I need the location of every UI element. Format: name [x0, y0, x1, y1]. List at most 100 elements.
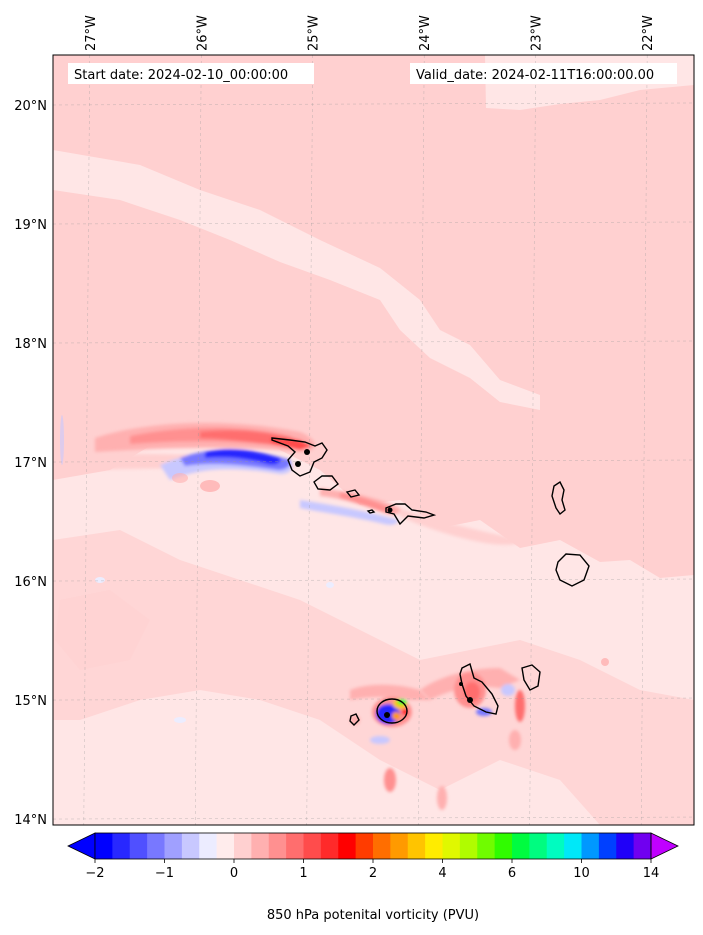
colorbar-swatch	[164, 833, 183, 859]
colorbar-swatch	[494, 833, 513, 859]
latitude-tick-label: 14°N	[14, 813, 47, 828]
colorbar-swatch	[303, 833, 322, 859]
colorbar-label: 850 hPa potenital vorticity (PVU)	[267, 908, 479, 923]
longitude-tick-label: 25°W	[307, 15, 322, 51]
colorbar-swatch	[529, 833, 548, 859]
colorbar-swatch	[616, 833, 635, 859]
colorbar-under-arrow	[67, 832, 96, 860]
colorbar-swatch	[373, 833, 391, 859]
meridian-gridline	[83, 54, 91, 826]
colorbar-swatch	[338, 833, 357, 859]
pv-field-sw-patch	[55, 590, 150, 670]
colorbar-swatch	[129, 833, 148, 859]
coastline-sao-vicente	[313, 475, 339, 491]
colorbar-swatch	[216, 833, 235, 859]
meridian-gridline	[417, 54, 425, 826]
colorbar-swatch	[442, 833, 461, 859]
colorbar-swatch	[459, 833, 478, 859]
colorbar-swatch	[112, 833, 131, 859]
latitude-tick-label: 17°N	[14, 456, 47, 471]
map-area: 27°W 26°W 25°W 24°W 23°W 22°W 20°N 19°N 18°N 17°…	[14, 15, 695, 828]
colorbar-tick-label: 2	[369, 866, 377, 881]
coastline-sal	[551, 480, 566, 516]
longitude-tick-label: 22°W	[641, 15, 656, 51]
colorbar-swatch	[199, 833, 218, 859]
coastline-sao-nicolau	[366, 503, 437, 526]
colorbar-swatch	[425, 833, 443, 859]
coastline-fogo	[376, 698, 408, 724]
latitude-tick-label: 16°N	[14, 575, 47, 590]
latitude-tick-label: 15°N	[14, 694, 47, 709]
colorbar-swatch	[95, 833, 113, 859]
meridian-gridline	[195, 54, 202, 826]
colorbar-swatch	[598, 833, 617, 859]
longitude-tick-label: 23°W	[530, 15, 545, 51]
parallel-gridline	[52, 340, 695, 344]
latitude-labels: 20°N 19°N 18°N 17°N 16°N 15°N 14°N	[14, 99, 47, 828]
pv-field-south	[53, 530, 694, 825]
colorbar-swatch	[477, 833, 496, 859]
valid-date-text: Valid_date: 2024-02-11T16:00:00.00	[416, 68, 654, 83]
colorbar-swatch	[633, 833, 652, 859]
colorbar-swatch	[147, 833, 165, 859]
parallel-gridline	[52, 578, 695, 582]
colorbar-swatch	[181, 833, 200, 859]
pv-field-north	[53, 55, 694, 578]
colorbar-swatch	[268, 833, 287, 859]
gridlines	[52, 54, 695, 826]
colorbar-tick-label: 10	[573, 866, 590, 881]
start-date-text: Start date: 2024-02-10_00:00:00	[74, 68, 288, 83]
longitude-tick-label: 27°W	[84, 15, 99, 51]
island-peaks	[295, 449, 473, 718]
colorbar-tick-label: 4	[438, 866, 446, 881]
colorbar-tick-label: −2	[85, 866, 104, 881]
parallel-gridline	[52, 102, 695, 106]
colorbar-over-arrow	[650, 832, 679, 860]
colorbar-swatch	[564, 833, 582, 859]
coastline-boa-vista	[555, 553, 590, 587]
latitude-tick-label: 20°N	[14, 99, 47, 114]
colorbar-swatch	[251, 833, 270, 859]
meridian-gridline	[306, 54, 313, 826]
parallel-gridline	[52, 221, 695, 225]
colorbar-swatch	[407, 833, 426, 859]
valid-date-box	[410, 63, 677, 84]
parallel-gridline	[52, 459, 695, 463]
colorbar-swatch	[320, 833, 339, 859]
meridian-gridline	[640, 54, 648, 826]
longitude-tick-label: 24°W	[418, 15, 433, 51]
colorbar-swatch	[390, 833, 409, 859]
colorbar: −2 −1 0 1 2 4 6 10 14	[67, 832, 679, 881]
latitude-tick-label: 18°N	[14, 337, 47, 352]
colorbar-swatch	[286, 833, 304, 859]
meridian-gridline	[529, 54, 536, 826]
parallel-gridline	[52, 816, 695, 820]
wake-streak-central	[300, 488, 520, 545]
longitude-tick-label: 26°W	[195, 15, 210, 51]
colorbar-tick-label: 0	[230, 866, 238, 881]
colorbar-swatch	[512, 833, 530, 859]
colorbar-tick-label: 6	[508, 866, 516, 881]
coastline-maio	[521, 664, 541, 691]
pv-field-pale-band	[53, 150, 540, 410]
colorbar-tick-label: 14	[643, 866, 660, 881]
colorbar-tick-label: 1	[299, 866, 307, 881]
colorbar-tick-label: −1	[155, 866, 174, 881]
latitude-tick-label: 19°N	[14, 218, 47, 233]
map-frame	[52, 54, 695, 826]
coastline-santo-antao	[271, 437, 328, 477]
colorbar-swatch	[355, 833, 374, 859]
scattered-features	[60, 415, 609, 723]
wake-streak-north	[90, 422, 315, 480]
longitude-labels: 27°W 26°W 25°W 24°W 23°W 22°W	[84, 15, 656, 51]
colorbar-swatch	[581, 833, 600, 859]
coastline-brava	[349, 713, 360, 726]
fogo-disturbance	[350, 684, 447, 810]
parallel-gridline	[52, 697, 695, 701]
pv-field-se-patch	[580, 590, 694, 665]
coastline-santa-luzia	[345, 489, 361, 498]
colorbar-swatch	[234, 833, 252, 859]
colorbar-swatch	[546, 833, 565, 859]
start-date-box	[68, 63, 314, 84]
